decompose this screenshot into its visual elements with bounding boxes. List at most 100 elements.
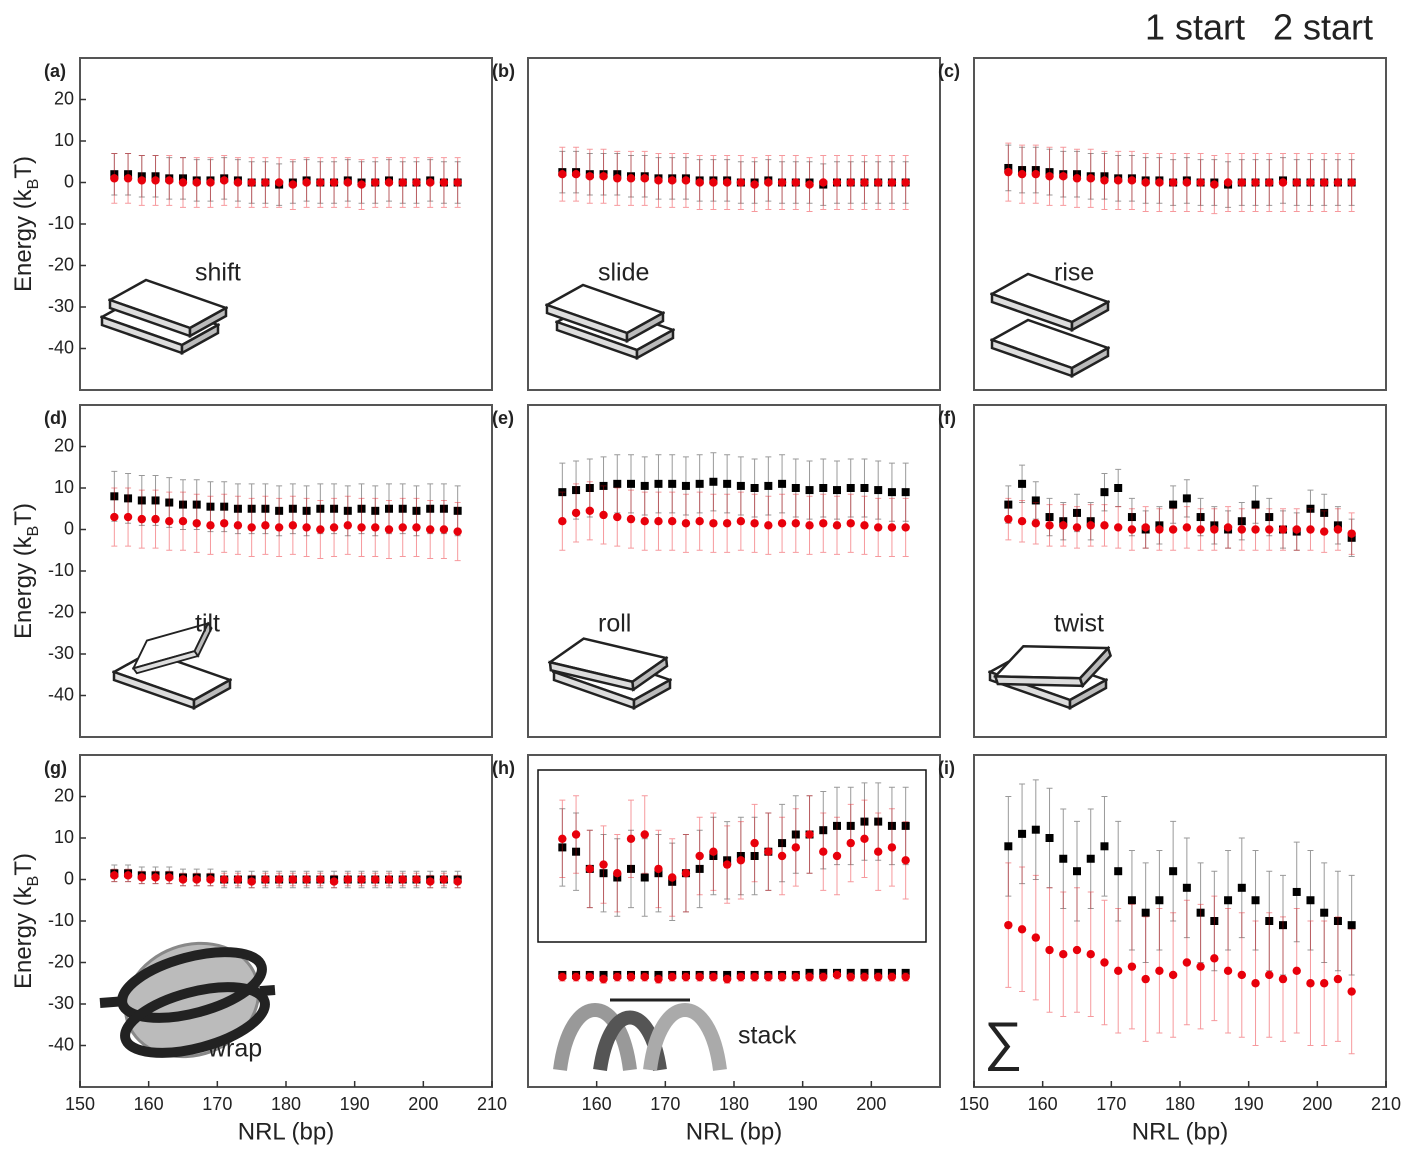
marker <box>709 477 718 486</box>
y-tick-label: -10 <box>48 560 74 580</box>
marker <box>274 523 284 532</box>
marker <box>846 838 855 848</box>
marker <box>709 972 718 982</box>
marker <box>654 517 663 526</box>
marker <box>874 486 883 495</box>
marker <box>1059 950 1068 959</box>
marker <box>1141 974 1150 984</box>
marker <box>572 486 581 495</box>
x-tick-label: 210 <box>477 1094 507 1114</box>
marker <box>453 506 462 515</box>
y-tick-label: -20 <box>48 601 74 621</box>
marker <box>1045 945 1054 955</box>
panel-label: (b) <box>492 61 515 81</box>
marker <box>1182 958 1192 967</box>
marker <box>1045 172 1054 181</box>
marker <box>723 856 732 865</box>
inset-frame <box>537 769 927 943</box>
marker <box>137 514 146 524</box>
y-tick-label: -40 <box>48 337 74 357</box>
marker <box>805 486 814 495</box>
marker <box>558 834 567 843</box>
marker <box>1169 867 1178 876</box>
x-tick-label: 190 <box>788 1094 818 1114</box>
marker <box>1017 170 1027 179</box>
marker <box>681 972 691 982</box>
marker <box>1210 917 1219 925</box>
marker <box>1210 525 1219 534</box>
marker <box>316 504 325 513</box>
y-tick-label: 10 <box>54 827 74 847</box>
marker <box>585 506 594 516</box>
y-tick-label: 0 <box>64 868 74 888</box>
marker <box>709 519 718 528</box>
marker <box>1114 523 1123 532</box>
marker <box>1320 979 1329 988</box>
marker <box>668 176 677 185</box>
marker <box>1168 178 1178 187</box>
marker <box>846 484 855 492</box>
marker <box>1224 896 1233 905</box>
marker <box>860 834 869 843</box>
marker <box>681 519 691 528</box>
marker <box>426 877 435 886</box>
y-tick-label: -20 <box>48 254 74 274</box>
marker <box>1306 504 1315 513</box>
annotation: rise <box>1054 259 1094 287</box>
marker <box>1031 496 1040 505</box>
marker <box>654 864 663 874</box>
marker <box>1168 970 1178 980</box>
marker <box>220 502 229 511</box>
stack-icon <box>553 998 727 1072</box>
marker <box>123 871 133 880</box>
marker <box>668 517 677 526</box>
x-tick-label: 170 <box>650 1094 680 1114</box>
marker <box>695 517 704 526</box>
marker <box>668 479 677 488</box>
marker <box>832 851 842 861</box>
marker <box>1210 954 1219 963</box>
marker <box>1086 854 1095 863</box>
marker <box>819 178 828 187</box>
marker <box>343 521 352 530</box>
marker <box>736 517 746 526</box>
marker <box>1223 178 1233 187</box>
annotation: shift <box>195 259 241 287</box>
marker <box>722 860 732 869</box>
marker <box>901 856 910 865</box>
marker <box>261 875 270 884</box>
y-tick-label: -30 <box>48 296 74 316</box>
marker <box>736 856 746 865</box>
marker <box>558 488 567 497</box>
marker <box>1223 523 1233 532</box>
marker <box>165 176 174 185</box>
marker <box>846 821 855 830</box>
marker <box>695 479 704 488</box>
marker <box>777 519 787 528</box>
marker <box>1237 883 1246 892</box>
icons <box>99 274 1117 1072</box>
marker <box>1073 867 1081 876</box>
marker <box>874 523 883 532</box>
marker <box>681 176 691 185</box>
marker <box>640 517 649 526</box>
x-tick-label: 190 <box>1234 1094 1264 1114</box>
y-tick-label: 0 <box>64 171 74 191</box>
panel-frame <box>973 57 1387 391</box>
marker <box>805 972 814 982</box>
marker <box>1265 917 1274 925</box>
marker <box>357 875 366 884</box>
marker <box>371 523 380 532</box>
marker <box>887 843 897 852</box>
marker <box>736 178 746 187</box>
marker <box>1155 178 1164 187</box>
marker <box>1100 176 1109 185</box>
x-tick-label: 200 <box>408 1094 438 1114</box>
marker <box>764 847 773 856</box>
y-axis-label-part: Energy (k <box>10 188 37 292</box>
annotation: slide <box>598 259 649 287</box>
marker <box>750 484 759 492</box>
marker <box>901 488 910 497</box>
marker <box>640 972 649 982</box>
